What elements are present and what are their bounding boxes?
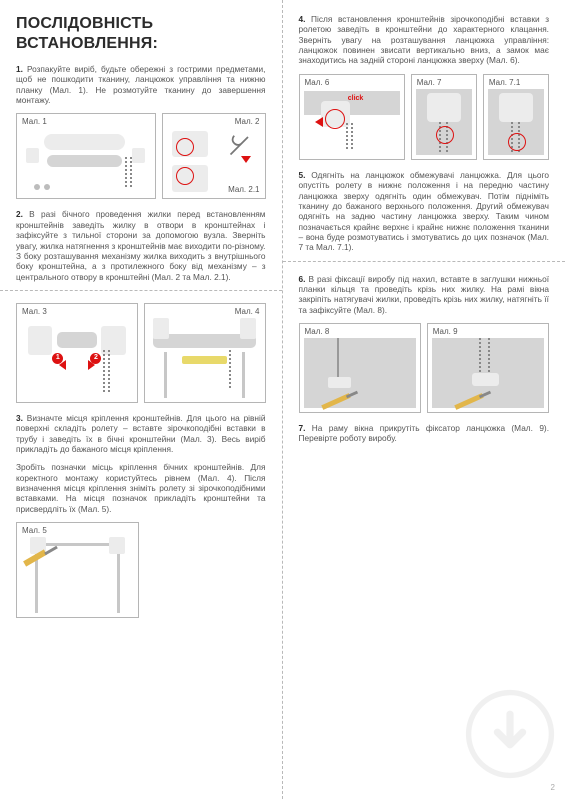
watermark-icon: [465, 689, 555, 779]
figure-9-label: Мал. 9: [433, 327, 458, 337]
step-4-text: Після встановлення кронштейнів зірочкопо…: [299, 14, 550, 65]
fig-row-4: Мал. 6 click Мал. 7: [299, 74, 550, 160]
page-title: Послідовність встановлення:: [16, 14, 266, 54]
step-5: 5. Одягніть на ланцюжок обмежувачі ланцю…: [299, 170, 550, 253]
figure-71: Мал. 7.1: [483, 74, 549, 160]
step-2: 2. В разі бічного проведення жилки перед…: [16, 209, 266, 282]
fig-row-1: Мал. 1 Мал. 2 Мал. 2.1: [16, 113, 266, 199]
figure-8-label: Мал. 8: [305, 327, 330, 337]
figure-3: Мал. 3 1 2: [16, 303, 138, 403]
fig-row-3: Мал. 5: [16, 522, 266, 618]
figure-3-label: Мал. 3: [22, 307, 47, 317]
divider-left: [0, 290, 282, 291]
figure-1-label: Мал. 1: [22, 117, 47, 127]
step-7-text: На раму вікна прикрутіть фіксатор ланцюж…: [299, 423, 550, 443]
figure-4-art: [149, 318, 261, 398]
figure-2-art: [167, 128, 261, 194]
step-3b: Зробіть позначки місць кріплення бічних …: [16, 462, 266, 514]
step-2-num: 2.: [16, 209, 23, 219]
figure-9: Мал. 9: [427, 323, 549, 413]
figure-4-label: Мал. 4: [235, 307, 260, 317]
figure-6-label: Мал. 6: [305, 78, 330, 88]
step-3a-text: Визначте місця кріплення кронштейнів. Дл…: [16, 413, 266, 454]
figure-2-label: Мал. 2: [235, 117, 260, 127]
right-column: 4. Після встановлення кронштейнів зірочк…: [283, 0, 565, 799]
figure-1-art: [21, 128, 151, 194]
step-5-text: Одягніть на ланцюжок обмежувачі ланцюжка…: [299, 170, 550, 253]
step-1-num: 1.: [16, 64, 23, 74]
figure-6-art: click: [304, 89, 400, 155]
instruction-page: Послідовність встановлення: 1. Розпакуйт…: [0, 0, 565, 799]
step-2-text: В разі бічного проведення жилки перед вс…: [16, 209, 266, 281]
figure-7-art: [416, 89, 472, 155]
fig-row-5: Мал. 8 Мал. 9: [299, 323, 550, 413]
step-4: 4. Після встановлення кронштейнів зірочк…: [299, 14, 550, 66]
figure-8: Мал. 8: [299, 323, 421, 413]
figure-3-art: 1 2: [21, 318, 133, 398]
fig-row-2: Мал. 3 1 2 Мал. 4: [16, 303, 266, 403]
figure-5: Мал. 5: [16, 522, 139, 618]
spacer: [145, 522, 266, 618]
figure-5-art: [21, 537, 134, 613]
figure-9-art: [432, 338, 544, 408]
figure-7-label: Мал. 7: [417, 78, 442, 88]
figure-8-art: [304, 338, 416, 408]
step-7: 7. На раму вікна прикрутіть фіксатор лан…: [299, 423, 550, 444]
figure-6: Мал. 6 click: [299, 74, 405, 160]
figure-71-label: Мал. 7.1: [489, 78, 520, 88]
step-3a: 3. Визначте місця кріплення кронштейнів.…: [16, 413, 266, 454]
click-label: click: [348, 95, 364, 104]
step-3-num: 3.: [16, 413, 23, 423]
step-6: 6. В разі фіксації виробу під нахил, вст…: [299, 274, 550, 315]
figure-2-group: Мал. 2 Мал. 2.1: [162, 113, 266, 199]
step-6-text: В разі фіксації виробу під нахил, вставт…: [299, 274, 550, 315]
figure-7: Мал. 7: [411, 74, 477, 160]
figure-1: Мал. 1: [16, 113, 156, 199]
page-number: 2: [551, 783, 555, 793]
figure-5-label: Мал. 5: [22, 526, 47, 536]
left-column: Послідовність встановлення: 1. Розпакуйт…: [0, 0, 283, 799]
step-1-text: Розпакуйте виріб, будьте обережні з гост…: [16, 64, 266, 105]
figure-71-art: [488, 89, 544, 155]
divider-right: [283, 261, 565, 262]
figure-4: Мал. 4: [144, 303, 266, 403]
step-1: 1. Розпакуйте виріб, будьте обережні з г…: [16, 64, 266, 105]
